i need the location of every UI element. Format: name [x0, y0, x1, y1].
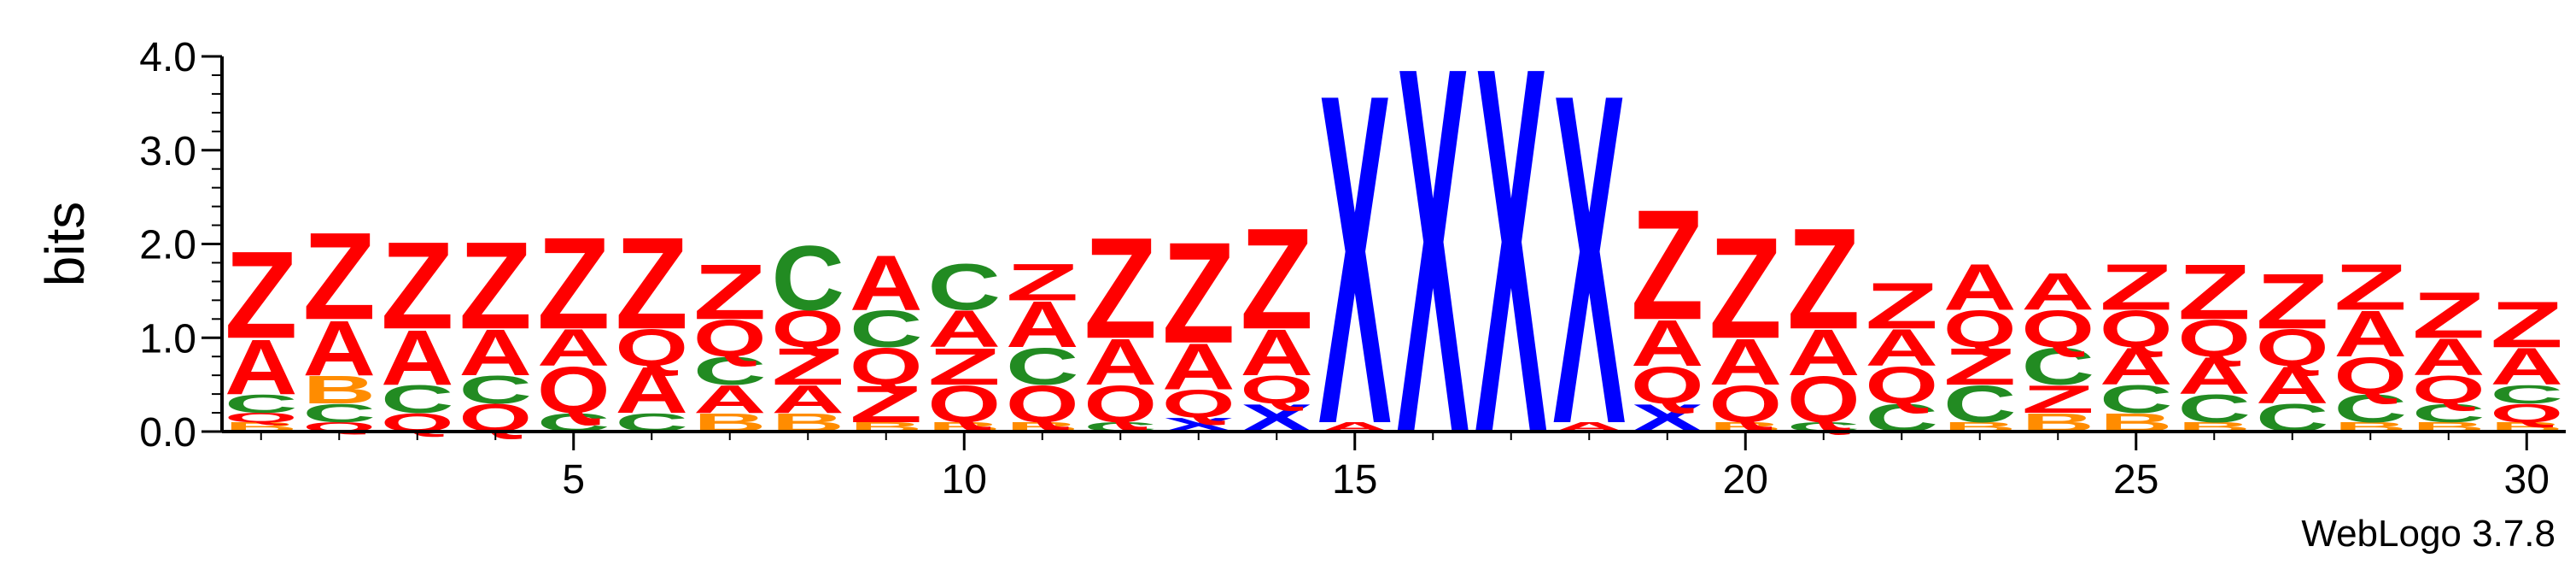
logo-letter-z-pos-11: Z [1006, 253, 1079, 311]
logo-letter-z-pos-4: Z [459, 217, 533, 356]
weblogo-version-credit: WebLogo 3.7.8 [2301, 513, 2556, 555]
logo-letter-z-pos-13: Z [1162, 212, 1235, 373]
y-tick-label: 4.0 [139, 35, 196, 80]
logo-letter-z-pos-20: Z [1709, 207, 1783, 368]
logo-letter-z-pos-19: Z [1631, 176, 1704, 353]
logo-letter-z-pos-30: Z [2491, 288, 2564, 361]
logo-letter-z-pos-28: Z [2334, 250, 2408, 324]
logo-letter-x-pos-16: X [1397, 0, 1470, 543]
x-tick-label: 20 [1723, 457, 1768, 502]
logo-letter-a-pos-9: A [850, 238, 923, 326]
logo-letter-a-pos-23: A [1943, 250, 2017, 324]
logo-letter-z-pos-29: Z [2412, 279, 2485, 352]
logo-letter-z-pos-14: Z [1241, 197, 1314, 359]
logo-letter-c-pos-10: C [928, 250, 1002, 324]
logo-letter-z-pos-3: Z [381, 217, 454, 356]
logo-letter-z-pos-27: Z [2256, 257, 2329, 345]
logo-letter-x-pos-17: X [1475, 0, 1548, 543]
logo-letter-z-pos-2: Z [303, 208, 377, 346]
y-tick-label: 1.0 [139, 316, 196, 361]
logo-letter-z-pos-5: Z [537, 209, 610, 356]
y-tick-label: 2.0 [139, 223, 196, 268]
y-axis-label: bits [34, 202, 96, 287]
logo-letter-z-pos-26: Z [2178, 248, 2252, 336]
y-tick-label: 0.0 [139, 410, 196, 455]
logo-letter-z-pos-25: Z [2100, 250, 2173, 324]
logo-letter-z-pos-21: Z [1787, 197, 1860, 359]
logo-letter-a-pos-24: A [2022, 262, 2095, 320]
x-tick-label: 5 [562, 457, 585, 502]
logo-letter-z-pos-7: Z [693, 248, 767, 336]
logo-letter-c-pos-8: C [772, 227, 845, 330]
x-tick-label: 25 [2113, 457, 2158, 502]
y-tick-label: 3.0 [139, 129, 196, 174]
x-tick-label: 15 [1332, 457, 1377, 502]
logo-letter-z-pos-6: Z [616, 209, 689, 356]
logo-letter-z-pos-22: Z [1866, 269, 1939, 343]
logo-letter-z-pos-12: Z [1084, 207, 1158, 368]
logo-letter-z-pos-1: Z [225, 226, 298, 365]
x-tick-label: 30 [2504, 457, 2550, 502]
logo-letter-x-pos-18: X [1553, 0, 1627, 522]
x-tick-label: 10 [942, 457, 987, 502]
